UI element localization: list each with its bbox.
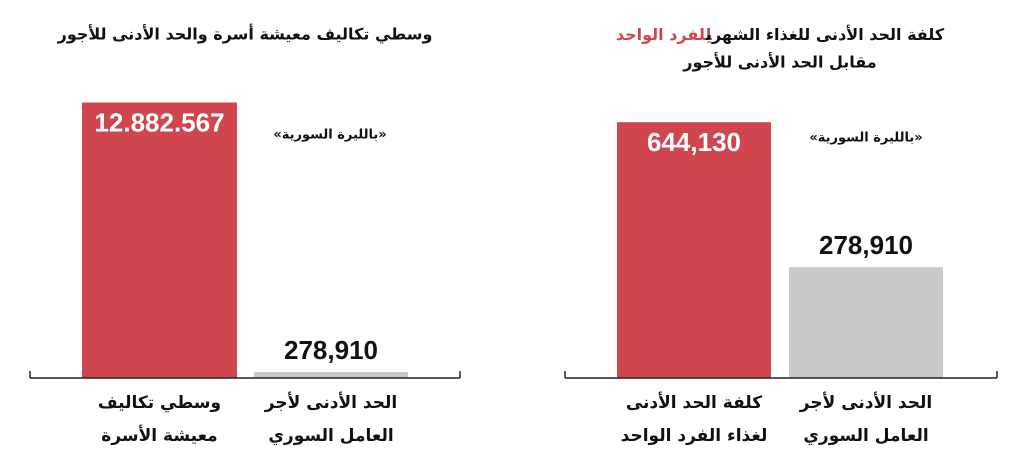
value-label: 278,910 — [819, 230, 913, 260]
value-label: 278,910 — [284, 335, 378, 365]
category-label: وسطي تكاليف — [98, 393, 221, 413]
category-label: كلفة الحد الأدنى — [626, 392, 762, 413]
category-label: الحد الأدنى لأجر — [264, 392, 397, 413]
bar — [254, 372, 408, 378]
chart: كلفة الحد الأدنى للغذاء الشهريللفرد الوا… — [564, 25, 998, 446]
title-text: كلفة الحد الأدنى للغذاء الشهري — [705, 25, 945, 44]
chart-title: كلفة الحد الأدنى للغذاء الشهريللفرد الوا… — [616, 25, 945, 44]
unit-note: «بالليرة السورية» — [809, 131, 922, 146]
unit-note: «بالليرة السورية» — [273, 128, 386, 143]
bar — [82, 102, 237, 378]
category-label: العامل السوري — [803, 426, 928, 446]
category-label: الحد الأدنى لأجر — [799, 392, 932, 413]
bar — [617, 122, 771, 378]
value-label: 644,130 — [647, 127, 741, 157]
value-label: 12.882.567 — [94, 107, 224, 137]
bar — [789, 267, 943, 378]
category-label: لغذاء الفرد الواحد — [621, 426, 768, 446]
category-label: معيشة الأسرة — [101, 425, 217, 446]
chart-title: وسطي تكاليف معيشة أسرة والحد الأدنى للأج… — [57, 24, 433, 45]
category-label: العامل السوري — [268, 426, 393, 446]
chart-title-line2: مقابل الحد الأدنى للأجور — [682, 53, 876, 72]
chart: وسطي تكاليف معيشة أسرة والحد الأدنى للأج… — [29, 24, 461, 446]
title-highlight: للفرد الواحد — [616, 25, 713, 44]
